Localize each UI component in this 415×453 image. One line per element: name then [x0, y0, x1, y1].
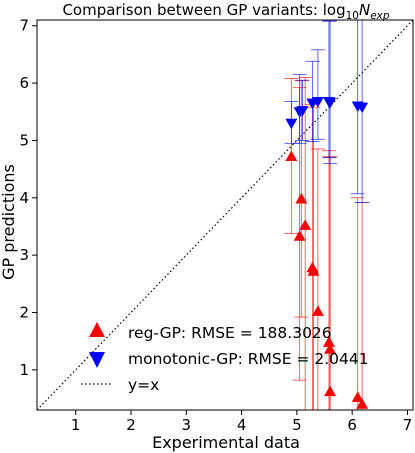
- y-axis-label: GP predictions: [0, 164, 18, 280]
- x-tick-label-7: 7: [403, 416, 413, 434]
- legend: reg-GP: RMSE = 188.3026 monotonic-GP: RM…: [81, 322, 369, 394]
- x-tick-label-5: 5: [292, 416, 302, 434]
- x-axis-label: Experimental data: [152, 433, 300, 452]
- chart-title: Comparison between GP variants: log10Nex…: [62, 1, 389, 22]
- y-tick-label-5: 5: [19, 131, 29, 149]
- legend-marker-reg-gp: [89, 322, 105, 337]
- point-reg-gp-8: [324, 343, 337, 354]
- axes-frame: [36, 19, 414, 411]
- point-reg-gp-10: [351, 391, 364, 402]
- point-monotonic-gp-6: [324, 98, 337, 109]
- point-reg-gp-7: [322, 336, 335, 347]
- y-tick-label-7: 7: [19, 17, 29, 35]
- x-tick-label-3: 3: [182, 416, 192, 434]
- x-tick-label-4: 4: [237, 416, 247, 434]
- point-reg-gp-11: [356, 398, 369, 409]
- point-monotonic-gp-0: [285, 118, 298, 130]
- point-reg-gp-0: [285, 150, 298, 161]
- x-tick-label-6: 6: [347, 416, 357, 434]
- plot-area: 1 2 3 4 5 6 7 1 2 3 4 5 6 7: [19, 17, 414, 434]
- point-reg-gp-9: [324, 385, 337, 397]
- y-tick-label-3: 3: [19, 246, 29, 264]
- point-reg-gp-1: [293, 230, 306, 241]
- legend-label-reg-gp: reg-GP: RMSE = 188.3026: [128, 324, 332, 342]
- point-monotonic-gp-4: [311, 96, 324, 108]
- data-marks: [37, 20, 413, 410]
- legend-label-yx: y=x: [128, 376, 159, 394]
- point-reg-gp-3: [299, 219, 312, 230]
- point-monotonic-gp-2: [296, 106, 309, 117]
- x-tick-label-2: 2: [126, 416, 136, 434]
- point-monotonic-gp-8: [356, 102, 369, 114]
- x-tick-label-1: 1: [71, 416, 81, 434]
- y-tick-label-4: 4: [19, 189, 29, 207]
- point-reg-gp-6: [311, 305, 324, 316]
- legend-marker-monotonic-gp: [89, 352, 105, 368]
- y-tick-label-1: 1: [19, 361, 29, 379]
- y-tick-label-6: 6: [19, 74, 29, 92]
- legend-label-monotonic-gp: monotonic-GP: RMSE = 2.0441: [128, 350, 369, 368]
- point-reg-gp-2: [295, 192, 308, 204]
- y-tick-label-2: 2: [19, 304, 29, 322]
- point-reg-gp-5: [307, 265, 320, 276]
